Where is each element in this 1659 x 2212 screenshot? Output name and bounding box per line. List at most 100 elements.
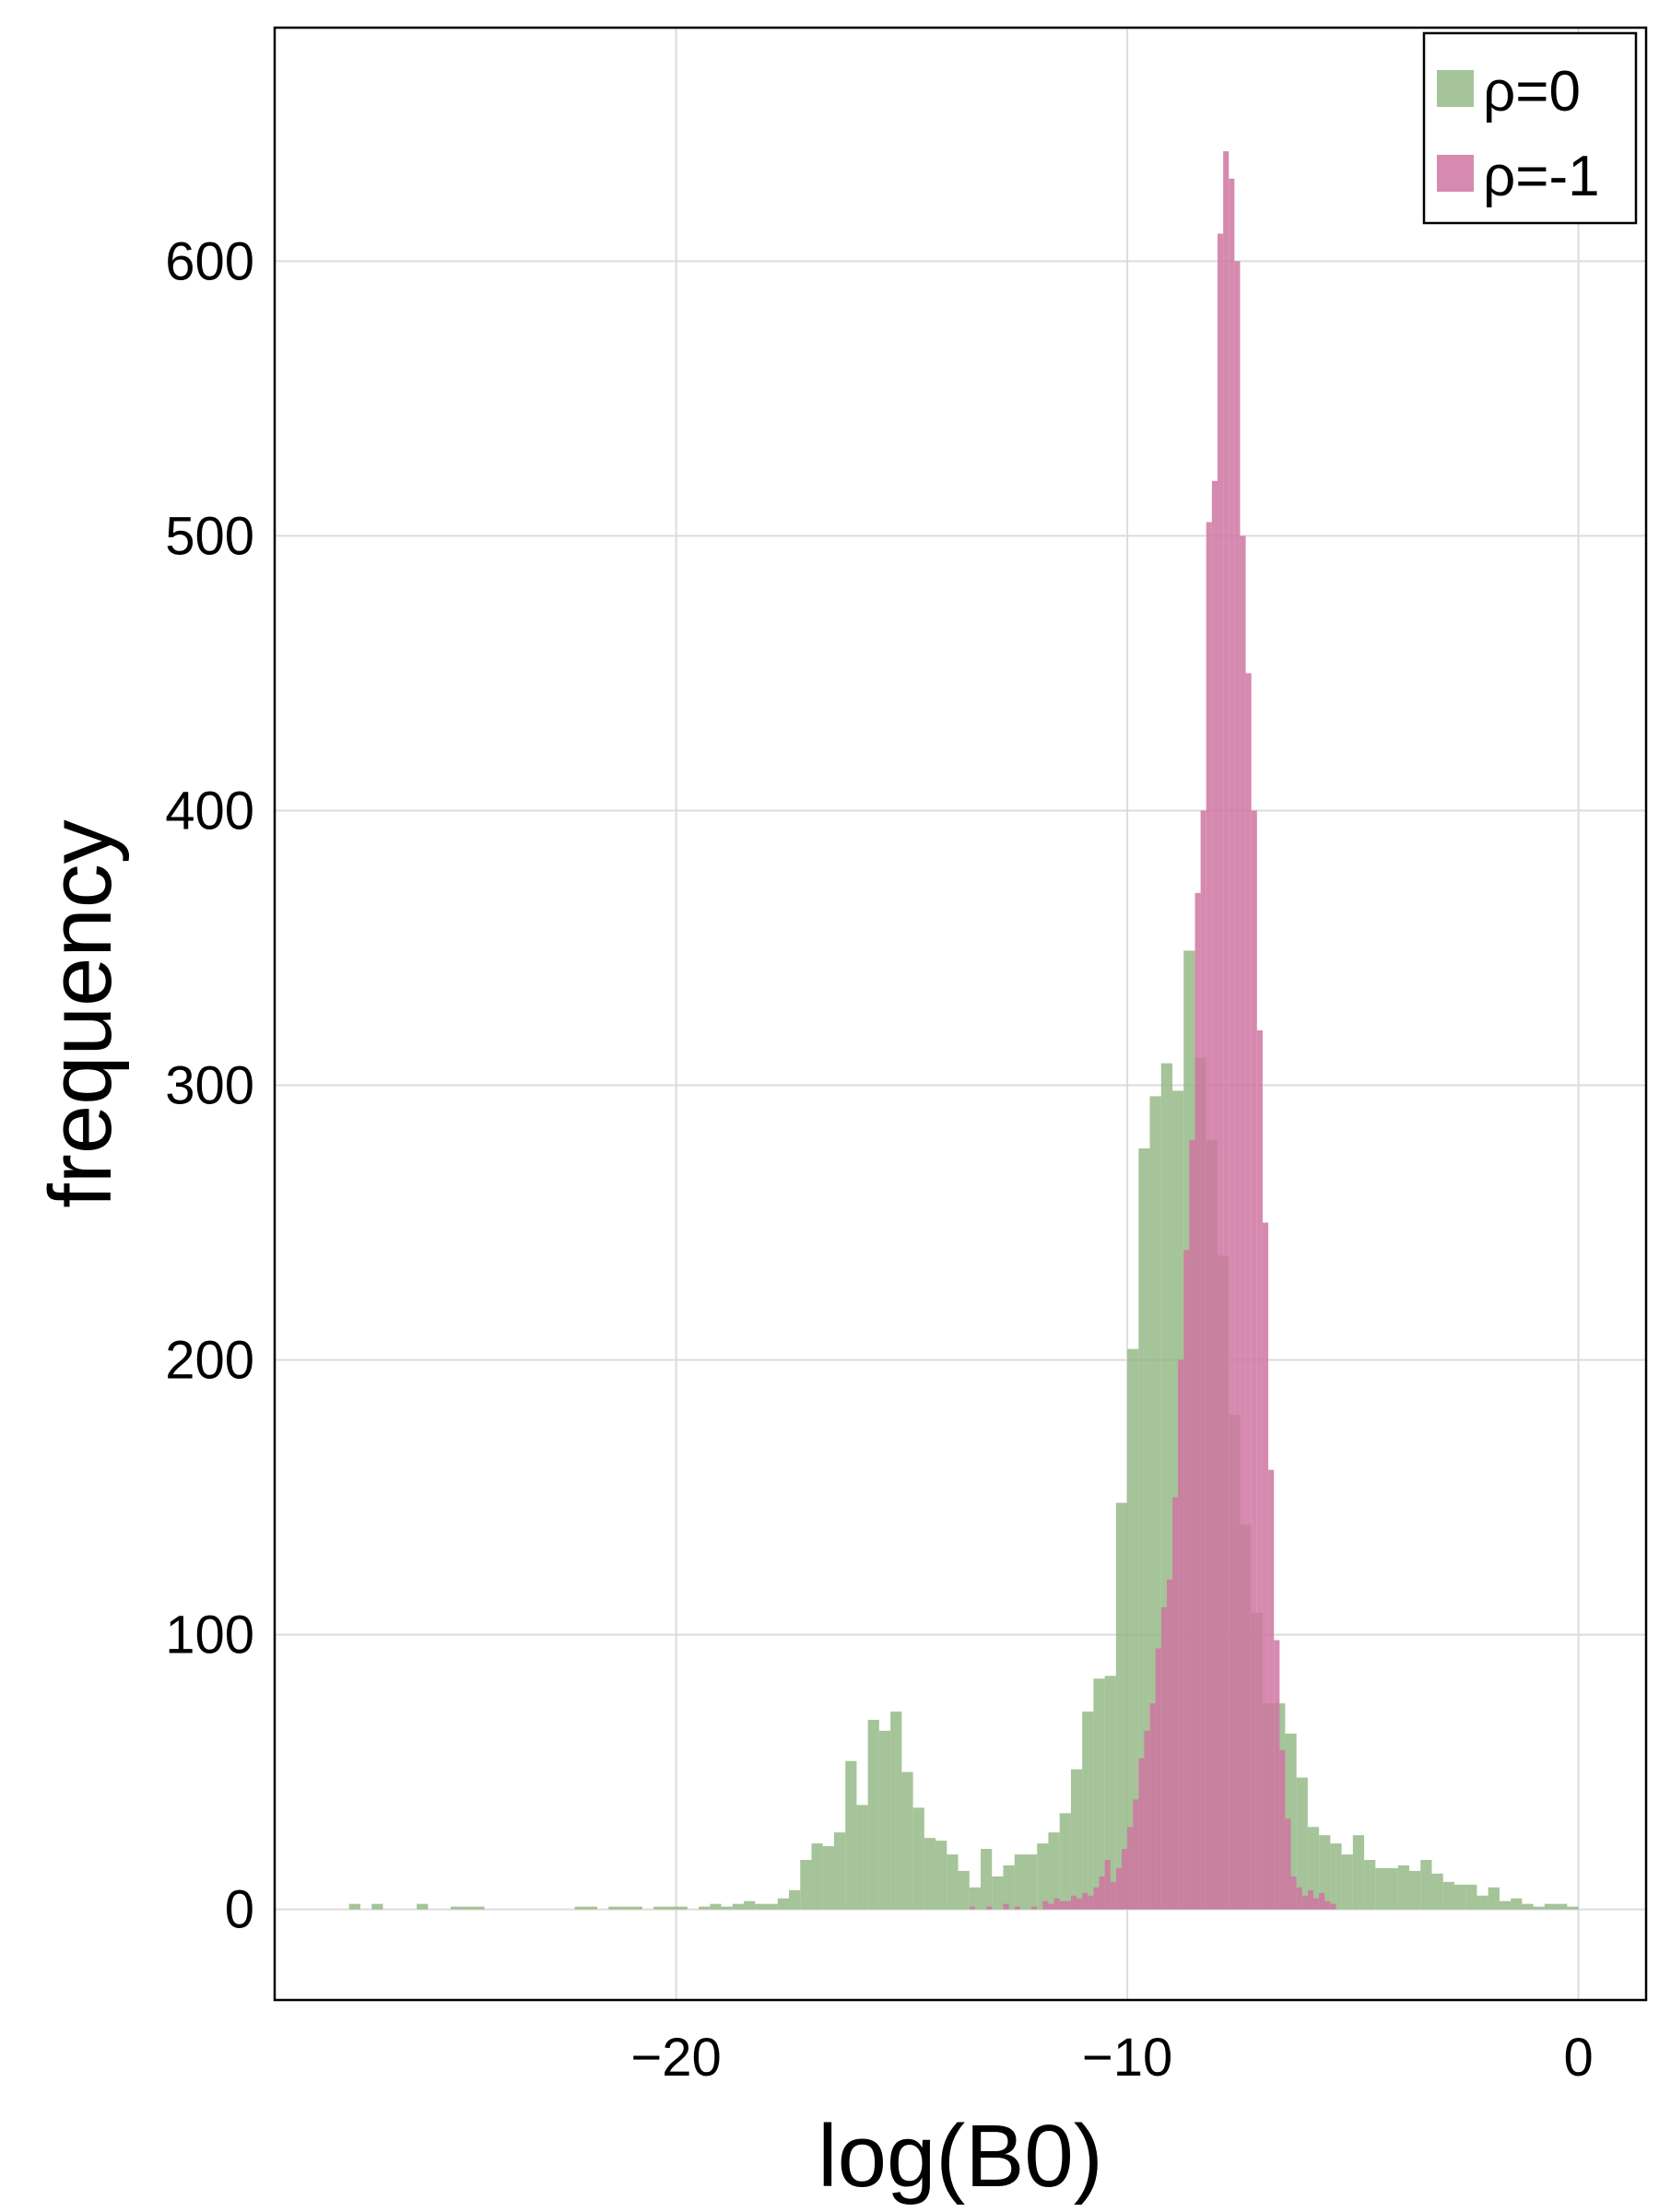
histogram-bar: [1223, 151, 1230, 1910]
histogram-bar: [912, 1807, 924, 1910]
histogram-bar: [1003, 1865, 1015, 1910]
histogram-bar: [1290, 1876, 1297, 1910]
histogram-bar: [1285, 1818, 1291, 1910]
histogram-bar: [1183, 1250, 1190, 1910]
legend-swatch-rho-minus-1: [1437, 155, 1474, 192]
histogram-bar: [348, 1903, 360, 1910]
histogram-bar: [744, 1900, 756, 1910]
histogram-bar: [462, 1906, 474, 1910]
histogram-bar: [630, 1906, 642, 1910]
histogram-bar: [1240, 535, 1246, 1910]
x-tick-label: 0: [1563, 2028, 1593, 2088]
histogram-bar: [1149, 1703, 1156, 1910]
histogram-bar: [1313, 1898, 1320, 1910]
histogram-bar: [1352, 1835, 1365, 1910]
histogram-bar: [1082, 1712, 1094, 1910]
histogram-bar: [856, 1805, 868, 1910]
histogram-bar: [1319, 1835, 1331, 1910]
histogram-bar: [1533, 1906, 1545, 1910]
legend-swatch-rho-0: [1437, 70, 1474, 107]
histogram-bar: [1104, 1859, 1111, 1910]
histogram-bar: [1330, 1843, 1342, 1910]
histogram-bar: [473, 1906, 485, 1910]
histogram-bar: [845, 1760, 857, 1910]
histogram-bar: [935, 1841, 947, 1910]
histogram-bar: [811, 1843, 823, 1910]
legend-label-rho-minus-1: ρ=-1: [1483, 145, 1600, 208]
tick-labels: −20 −10 0 0 100 200 300 400 500 600: [165, 231, 1593, 2088]
histogram-bar: [710, 1903, 722, 1910]
x-tick-label: −20: [630, 2028, 721, 2088]
histogram-bar: [947, 1854, 959, 1910]
histogram-bar: [1375, 1867, 1387, 1910]
histogram-bar: [1420, 1859, 1432, 1910]
histogram-bar: [1104, 1676, 1116, 1910]
histogram-bar: [1088, 1895, 1094, 1910]
histogram-bar: [1511, 1898, 1523, 1910]
y-tick-label: 300: [165, 1055, 254, 1115]
histogram-bars: [348, 151, 1579, 1910]
histogram-bar: [1453, 1884, 1466, 1910]
plot-frame: [273, 26, 1648, 2002]
histogram-bar: [1133, 1799, 1139, 1910]
histogram-bar: [1077, 1898, 1083, 1910]
histogram-bar: [1053, 1898, 1060, 1910]
histogram-bar: [1093, 1678, 1105, 1910]
histogram-bar: [1256, 1030, 1263, 1910]
histogram-bar: [1556, 1903, 1568, 1910]
histogram-bar: [1442, 1881, 1454, 1910]
histogram-bar: [676, 1906, 688, 1910]
histogram-bar: [1144, 1730, 1150, 1910]
histogram-bar: [1544, 1903, 1557, 1910]
histogram-bar: [1409, 1870, 1421, 1910]
grid: [275, 28, 1646, 2000]
histogram-bar: [1070, 1895, 1077, 1910]
histogram-bar: [1037, 1843, 1049, 1910]
histogram-bar: [1296, 1887, 1302, 1910]
histogram-bar: [1178, 1359, 1184, 1910]
y-tick-label: 200: [165, 1331, 254, 1391]
y-tick-label: 100: [165, 1606, 254, 1665]
x-axis-title: log(B0): [818, 2107, 1102, 2206]
histogram-bar: [1048, 1832, 1060, 1910]
histogram-bar: [969, 1906, 975, 1910]
histogram-bar: [371, 1903, 383, 1910]
histogram-bar: [1189, 1140, 1195, 1910]
histogram-bar: [1065, 1900, 1071, 1910]
histogram-bar: [1245, 673, 1252, 1910]
histogram-bar: [1465, 1884, 1477, 1910]
histogram-bar: [1319, 1892, 1325, 1910]
legend-label-rho-0: ρ=0: [1483, 60, 1581, 124]
histogram-bar: [1138, 1758, 1145, 1910]
histogram-bar: [1341, 1854, 1353, 1910]
histogram-bar: [1279, 1749, 1286, 1910]
histogram-bar: [1025, 1854, 1038, 1910]
histogram-bar: [777, 1898, 789, 1910]
histogram-bar: [1042, 1900, 1049, 1910]
histogram-bar: [1200, 810, 1206, 1910]
histogram-bar: [1059, 1813, 1071, 1910]
histogram-bar: [958, 1870, 970, 1910]
histogram-bar: [1115, 1502, 1128, 1910]
histogram-bar: [800, 1859, 812, 1910]
histogram-bar: [1093, 1887, 1100, 1910]
x-tick-label: −10: [1082, 2028, 1172, 2088]
histogram-bar: [1166, 1579, 1173, 1910]
histogram-bar: [981, 1849, 993, 1910]
histogram-bar: [1014, 1854, 1026, 1910]
y-axis-title: frequency: [31, 819, 130, 1208]
y-tick-label: 600: [165, 231, 254, 291]
y-tick-label: 400: [165, 781, 254, 841]
histogram-bar: [1082, 1892, 1088, 1910]
histogram-bar: [619, 1906, 631, 1910]
histogram-bar: [822, 1846, 834, 1910]
histogram-bar: [1059, 1900, 1065, 1910]
histogram-bar: [721, 1906, 733, 1910]
histogram-bar: [986, 1906, 993, 1910]
histogram-bar: [1307, 1827, 1320, 1910]
histogram-bar: [1138, 1148, 1150, 1910]
histogram-bar: [653, 1906, 665, 1910]
histogram-bar: [1567, 1906, 1579, 1910]
